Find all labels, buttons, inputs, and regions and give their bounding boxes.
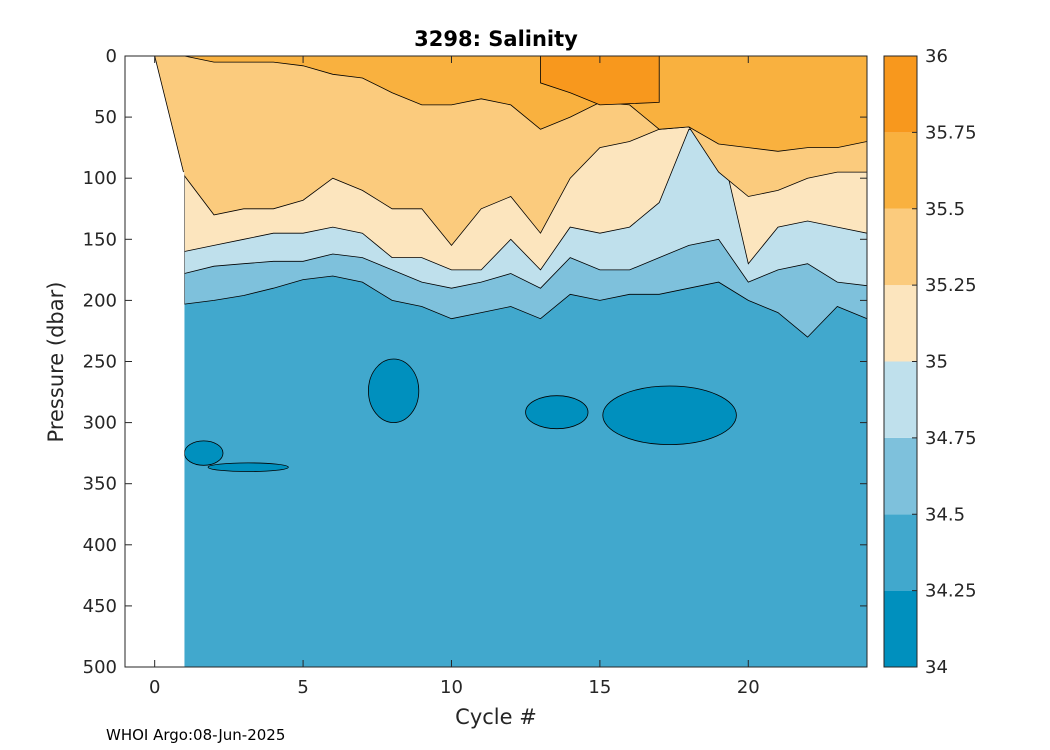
- x-axis: 0 5 10 15 20: [149, 56, 760, 698]
- colorbar-tick-label-1: 34.25: [925, 581, 977, 602]
- fresh-patch-1: [367, 358, 420, 423]
- colorbar-band-4: [884, 285, 917, 362]
- x-tick-label-15: 15: [588, 677, 611, 698]
- y-axis-label: Pressure (dbar): [44, 282, 68, 443]
- y-tick-label-300: 300: [83, 413, 117, 434]
- colorbar-tick-label-7: 35.75: [925, 122, 977, 143]
- y-tick-label-50: 50: [94, 107, 117, 128]
- colorbar-tick-label-2: 34.5: [925, 504, 965, 525]
- fresh-patch-2: [525, 395, 589, 430]
- footer-credit: WHOI Argo:08-Jun-2025: [106, 726, 285, 744]
- chart-title: 3298: Salinity: [414, 27, 578, 51]
- colorbar-band-1: [884, 514, 917, 591]
- y-tick-label-400: 400: [83, 535, 117, 556]
- colorbar-tick-label-5: 35.25: [925, 275, 977, 296]
- colorbar-band-5: [884, 208, 917, 286]
- x-tick-label-0: 0: [149, 677, 160, 698]
- y-tick-label-250: 250: [83, 352, 117, 373]
- colorbar-band-6: [884, 132, 917, 209]
- colorbar: 34 34.25 34.5 34.75 35 35.25 35.5 35.75 36: [883, 46, 977, 678]
- colorbar-tick-label-3: 34.75: [925, 428, 977, 449]
- colorbar-tick-label-4: 35: [925, 352, 948, 373]
- colorbar-band-0: [884, 590, 917, 667]
- plot-area: [125, 56, 867, 667]
- x-axis-label: Cycle #: [455, 705, 537, 729]
- y-tick-label-0: 0: [106, 46, 117, 67]
- layer-35-5-35-75: [154, 56, 867, 152]
- y-tick-label-500: 500: [83, 657, 117, 678]
- colorbar-band-3: [884, 361, 917, 438]
- y-tick-label-150: 150: [83, 229, 117, 250]
- fresh-patch-5: [207, 462, 289, 472]
- colorbar-tick-label-0: 34: [925, 657, 948, 678]
- colorbar-band-7: [884, 56, 917, 133]
- y-tick-label-350: 350: [83, 474, 117, 495]
- y-tick-label-100: 100: [83, 168, 117, 189]
- x-tick-label-20: 20: [737, 677, 760, 698]
- fresh-patch-4: [183, 440, 224, 466]
- colorbar-band-2: [884, 437, 917, 515]
- fresh-patch-3: [602, 385, 737, 445]
- y-axis: 0 50 100 150 200 250 300 350 400 450 500: [83, 46, 867, 678]
- y-tick-label-450: 450: [83, 596, 117, 617]
- y-tick-label-200: 200: [83, 290, 117, 311]
- layer-35-75-36: [540, 56, 660, 106]
- colorbar-tick-label-8: 36: [925, 46, 948, 67]
- x-tick-label-5: 5: [297, 677, 308, 698]
- colorbar-tick-label-6: 35.5: [925, 199, 965, 220]
- x-tick-label-10: 10: [440, 677, 463, 698]
